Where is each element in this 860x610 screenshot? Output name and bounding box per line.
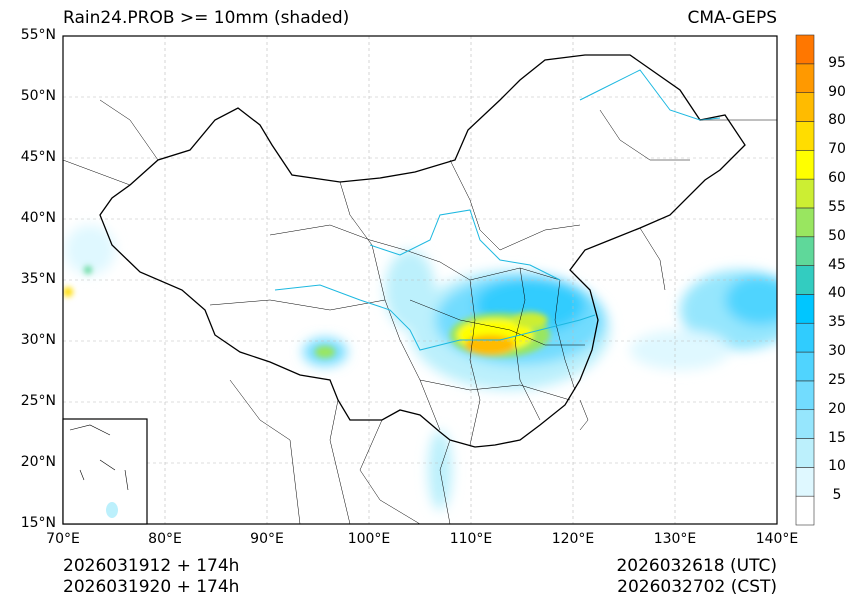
colorbar-label: 30 <box>828 343 846 360</box>
map-frame <box>62 35 778 525</box>
colorbar-label: 35 <box>828 314 846 331</box>
colorbar-bin <box>795 438 815 468</box>
colorbar-bin <box>795 178 815 209</box>
colorbar-label: 70 <box>828 141 846 158</box>
colorbar <box>795 34 815 526</box>
colorbar-label: 50 <box>828 227 846 244</box>
colorbar-bin <box>795 495 815 526</box>
valid-time-block: 2026032618 (UTC) 2026032702 (CST) <box>616 556 777 598</box>
neighbor-borders <box>63 99 777 524</box>
lat-tick-label: 50°N <box>20 88 56 104</box>
rivers <box>274 69 721 351</box>
init-utc: 2026031912 + 174h <box>63 556 240 576</box>
colorbar-bin <box>795 236 815 266</box>
colorbar-bin <box>795 207 815 238</box>
lat-tick-label: 55°N <box>20 27 56 43</box>
colorbar-bin <box>795 294 815 324</box>
colorbar-label: 80 <box>828 112 846 129</box>
lat-tick-label: 20°N <box>20 454 56 470</box>
lon-tick-label: 90°E <box>250 531 284 547</box>
lon-tick-label: 110°E <box>449 531 493 547</box>
lon-tick-label: 120°E <box>551 531 595 547</box>
colorbar-bin <box>795 34 815 65</box>
colorbar-label: 5 <box>832 487 842 504</box>
province-borders <box>209 109 690 446</box>
colorbar-bin <box>795 467 815 497</box>
china-border <box>99 54 746 448</box>
lat-tick-label: 45°N <box>20 149 56 165</box>
init-time-block: 2026031912 + 174h 2026031920 + 174h <box>63 556 239 598</box>
model-name: CMA-GEPS <box>687 8 777 28</box>
colorbar-label: 60 <box>828 170 846 187</box>
colorbar-label: 20 <box>828 400 846 417</box>
precip-shading <box>63 225 777 510</box>
colorbar-bin <box>795 121 815 151</box>
gridlines <box>63 36 777 524</box>
colorbar-label: 55 <box>828 198 846 215</box>
colorbar-label: 15 <box>828 429 846 446</box>
colorbar-bin <box>795 265 815 295</box>
colorbar-bin <box>795 380 815 411</box>
lon-tick-label: 130°E <box>653 531 697 547</box>
colorbar-bin <box>795 409 815 439</box>
colorbar-bin <box>795 63 815 93</box>
lon-tick-label: 140°E <box>755 531 799 547</box>
valid-utc: 2026032618 (UTC) <box>616 556 777 576</box>
colorbar-bin <box>795 92 815 122</box>
lat-tick-label: 40°N <box>20 210 56 226</box>
lat-tick-label: 15°N <box>20 515 56 531</box>
lat-tick-label: 30°N <box>20 332 56 348</box>
lat-tick-label: 35°N <box>20 271 56 287</box>
init-cst: 2026031920 + 174h <box>63 577 240 597</box>
colorbar-label: 10 <box>828 458 846 475</box>
colorbar-label: 45 <box>828 256 846 273</box>
colorbar-label: 95 <box>828 54 846 71</box>
colorbar-bin <box>795 149 815 180</box>
colorbar-bin <box>795 322 815 353</box>
valid-cst: 2026032702 (CST) <box>617 577 777 597</box>
lon-tick-label: 70°E <box>46 531 80 547</box>
lon-tick-label: 100°E <box>347 531 391 547</box>
colorbar-label: 25 <box>828 371 846 388</box>
lon-tick-label: 80°E <box>148 531 182 547</box>
map-title: Rain24.PROB >= 10mm (shaded) <box>63 8 350 28</box>
inset-map-south-china-sea <box>62 418 148 525</box>
colorbar-bin <box>795 351 815 382</box>
colorbar-label: 40 <box>828 285 846 302</box>
lat-tick-label: 25°N <box>20 393 56 409</box>
colorbar-label: 90 <box>828 83 846 100</box>
